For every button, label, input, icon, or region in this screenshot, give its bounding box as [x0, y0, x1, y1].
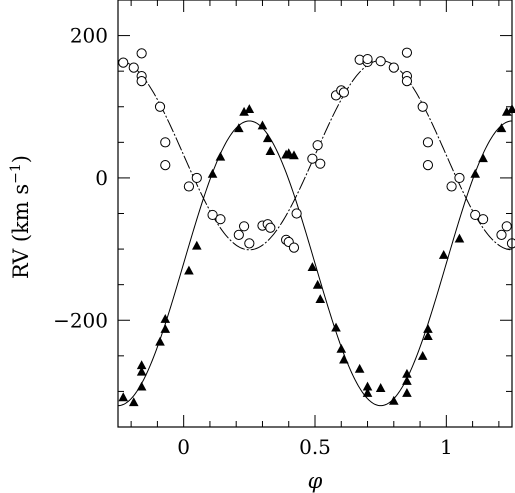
filled-triangle-point	[315, 294, 326, 303]
filled-triangle-point	[331, 322, 341, 332]
x-tick-label: 1	[440, 435, 453, 459]
filled-triangle-point	[362, 388, 373, 397]
filled-triangle-point	[160, 314, 171, 323]
open-circle-point	[183, 181, 195, 192]
open-circle-point	[362, 53, 373, 65]
open-circle-point	[470, 209, 481, 221]
filled-triangle-point	[136, 360, 147, 370]
filled-triangle-point	[257, 120, 268, 130]
fit-curves	[117, 59, 513, 407]
open-circle-point	[422, 160, 434, 171]
filled-triangle-point	[478, 153, 488, 163]
open-circle-point	[244, 238, 255, 249]
filled-triangle-point	[402, 388, 412, 397]
filled-triangle-point	[136, 366, 147, 376]
filled-triangle-point	[507, 104, 515, 113]
filled-triangle-point	[160, 323, 171, 333]
plot-frame	[117, 0, 513, 428]
filled-triangle-point	[215, 151, 226, 161]
x-tick-label: 0.5	[299, 435, 331, 459]
filled-triangle-point	[362, 381, 373, 391]
open-circle-point	[136, 76, 147, 87]
open-circle-point	[388, 62, 399, 73]
x-tick-label: 0	[177, 435, 190, 459]
data-points	[118, 47, 515, 407]
open-circle-point	[207, 209, 218, 221]
open-circle-point	[160, 137, 171, 148]
filled-triangle-point	[423, 323, 433, 333]
open-circle-point	[315, 158, 326, 169]
filled-triangle-point	[192, 240, 202, 250]
filled-triangle-point	[207, 168, 218, 178]
open-circle-point	[238, 221, 250, 232]
open-circle-point	[375, 56, 386, 67]
y-axis-label-exponent: −1	[8, 163, 24, 184]
open-circle-point	[154, 101, 166, 112]
filled-triangle-point	[417, 351, 428, 360]
filled-triangle-point	[262, 133, 273, 143]
filled-triangle-point	[136, 381, 147, 391]
open-circle-point	[160, 160, 171, 171]
y-tick-label: 200	[70, 24, 108, 48]
filled-triangle-point	[496, 123, 507, 133]
filled-triangle-point	[354, 363, 365, 373]
filled-triangle-point	[184, 265, 194, 275]
y-axis-label-main: RV (km s	[9, 184, 33, 279]
open-circle-point	[401, 47, 413, 58]
open-circle-point	[422, 137, 434, 148]
y-axis-label-close: )	[9, 155, 33, 163]
open-circle-point	[265, 222, 276, 233]
filled-triangle-point	[339, 354, 349, 364]
open-circle-point	[478, 214, 489, 225]
open-circle-point	[501, 221, 512, 232]
open-circle-point	[338, 87, 349, 98]
filled-triangle-point	[312, 279, 323, 289]
filled-triangle-point	[155, 336, 165, 346]
y-tick-label: −200	[53, 308, 108, 332]
x-axis-label: φ	[308, 469, 323, 493]
open-circle-point	[307, 153, 318, 164]
open-circle-point	[215, 214, 226, 225]
filled-triangle-point	[128, 397, 139, 407]
filled-triangle-point	[470, 168, 481, 178]
open-circle-point	[446, 181, 457, 192]
y-axis-label: RV (km s−1)	[8, 155, 33, 279]
tick-labels: 0 0.5 1 200 0 −200	[53, 24, 453, 459]
filled-triangle-point	[501, 106, 512, 116]
filled-triangle-point	[375, 383, 386, 392]
open-circle-point	[312, 140, 323, 151]
filled-triangle-point	[402, 368, 412, 378]
filled-triangle-point	[283, 148, 294, 158]
open-circle-point	[191, 172, 202, 184]
open-circle-point	[506, 238, 515, 249]
open-circle-point	[128, 62, 139, 73]
filled-triangle-point	[118, 392, 129, 402]
filled-triangle-point	[239, 106, 249, 116]
open-circle-point	[288, 242, 300, 253]
filled-triangle-point	[265, 146, 276, 155]
filled-triangle-point	[289, 150, 299, 160]
open-circle-point	[136, 48, 147, 59]
filled-triangle-point	[402, 375, 412, 385]
filled-triangle-point	[336, 343, 347, 353]
open-circle-point	[417, 101, 428, 112]
filled-triangle-point	[423, 331, 433, 340]
filled-triangle-point	[244, 104, 255, 113]
filled-triangle-point	[389, 395, 399, 405]
open-circle-point	[291, 208, 302, 219]
open-circle-point	[118, 57, 129, 68]
fit-curve-solid	[117, 120, 513, 407]
filled-triangle-point	[438, 249, 449, 259]
open-circle-point	[233, 229, 244, 240]
open-circle-point	[454, 172, 465, 184]
y-tick-label: 0	[95, 166, 108, 190]
filled-triangle-point	[307, 262, 318, 271]
open-circle-point	[496, 229, 507, 240]
filled-triangle-point	[234, 123, 244, 133]
open-circle-point	[401, 76, 413, 87]
axis-ticks	[118, 0, 512, 428]
filled-triangle-point	[454, 233, 465, 243]
